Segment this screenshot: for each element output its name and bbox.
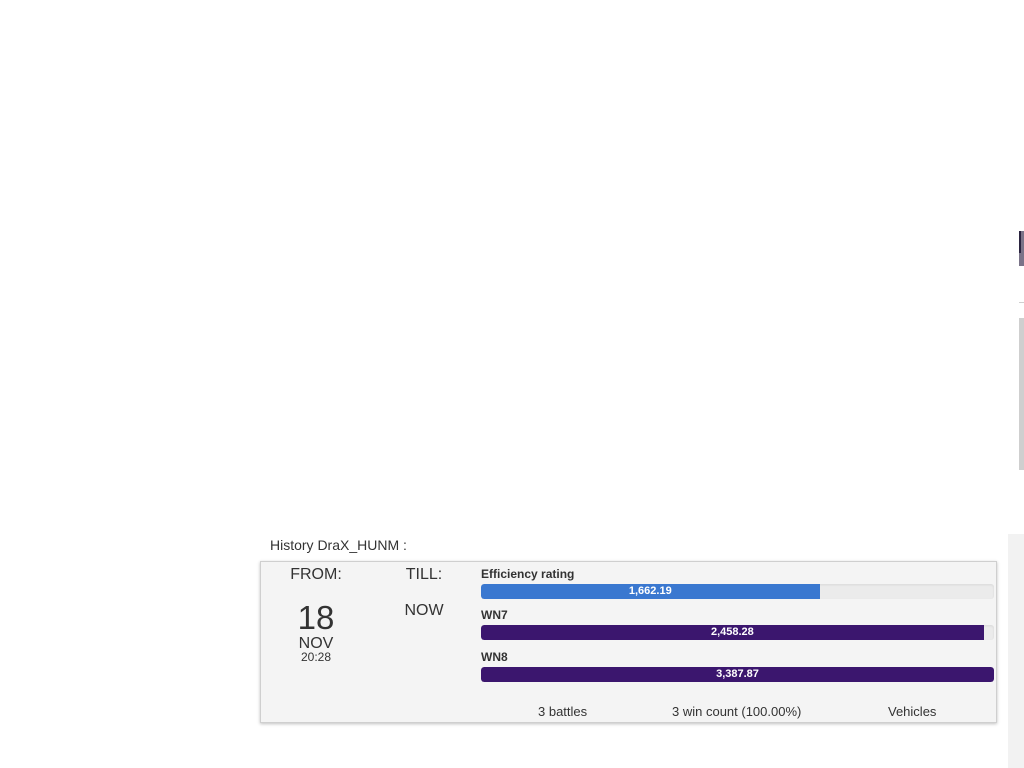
- till-label: TILL:: [405, 566, 443, 583]
- progress-bar-efficiency: 1,662.19: [481, 584, 820, 599]
- vehicles-link[interactable]: Vehicles: [888, 704, 937, 719]
- history-title: History DraX_HUNM :: [270, 537, 407, 553]
- progress-bar-wn7: 2,458.28: [481, 625, 984, 640]
- from-month: NOV: [298, 635, 334, 652]
- metric-label: WN8: [481, 650, 508, 664]
- win-count: 3 win count (100.00%): [672, 704, 802, 719]
- progress-track: 3,387.87: [481, 667, 994, 682]
- metric-label: Efficiency rating: [481, 567, 575, 581]
- from-day: 18: [297, 599, 335, 636]
- progress-bar-wn8: 3,387.87: [481, 667, 994, 682]
- scrollbar-thumb[interactable]: [1019, 318, 1024, 470]
- history-card: FROM: 18 NOV 20:28 TILL: NOW Efficiency …: [260, 561, 997, 723]
- till-value: NOW: [404, 602, 444, 619]
- metric-efficiency-rating: Efficiency rating 1,662.19: [481, 567, 994, 599]
- progress-track: 2,458.28: [481, 625, 994, 640]
- progress-track: 1,662.19: [481, 584, 994, 599]
- metric-label: WN7: [481, 608, 508, 622]
- metric-wn7: WN7 2,458.28: [481, 608, 994, 640]
- side-panel-edge: [1008, 534, 1024, 768]
- edge-divider: [1019, 302, 1024, 303]
- metric-wn8: WN8 3,387.87: [481, 650, 994, 682]
- from-time: 20:28: [300, 650, 332, 664]
- battles-count: 3 battles: [538, 704, 588, 719]
- edge-widget-tab[interactable]: [1019, 231, 1024, 266]
- from-label: FROM:: [290, 566, 342, 583]
